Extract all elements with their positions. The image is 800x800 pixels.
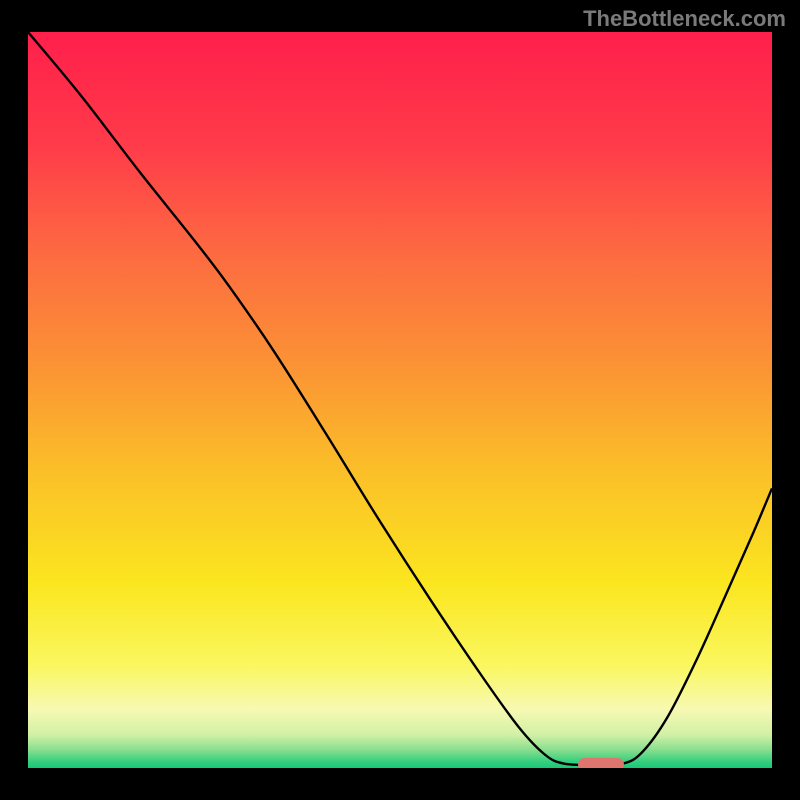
watermark: TheBottleneck.com: [583, 6, 786, 32]
chart-container: TheBottleneck.com: [0, 0, 800, 800]
plot-area: [28, 32, 772, 768]
bottleneck-curve: [28, 32, 772, 765]
optimal-marker: [578, 758, 624, 768]
curve-svg: [28, 32, 772, 768]
